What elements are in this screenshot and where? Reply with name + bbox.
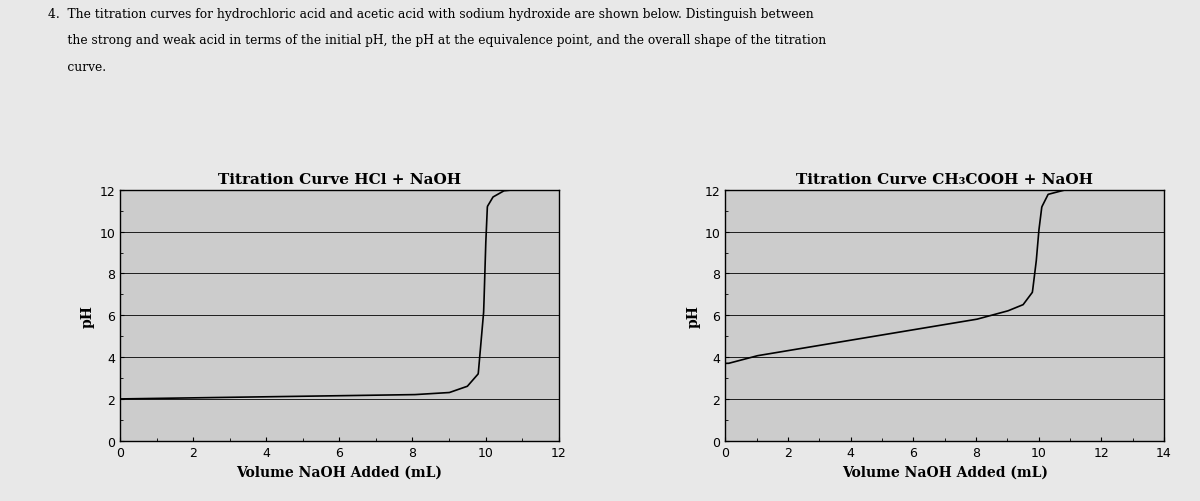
Text: the strong and weak acid in terms of the initial pH, the pH at the equivalence p: the strong and weak acid in terms of the… — [48, 34, 827, 47]
Text: curve.: curve. — [48, 61, 106, 74]
Text: 4.  The titration curves for hydrochloric acid and acetic acid with sodium hydro: 4. The titration curves for hydrochloric… — [48, 8, 814, 21]
X-axis label: Volume NaOH Added (mL): Volume NaOH Added (mL) — [841, 464, 1048, 478]
X-axis label: Volume NaOH Added (mL): Volume NaOH Added (mL) — [236, 464, 443, 478]
Title: Titration Curve CH₃COOH + NaOH: Titration Curve CH₃COOH + NaOH — [796, 172, 1093, 186]
Title: Titration Curve HCl + NaOH: Titration Curve HCl + NaOH — [217, 172, 461, 186]
Y-axis label: pH: pH — [82, 304, 95, 327]
Y-axis label: pH: pH — [686, 304, 701, 327]
